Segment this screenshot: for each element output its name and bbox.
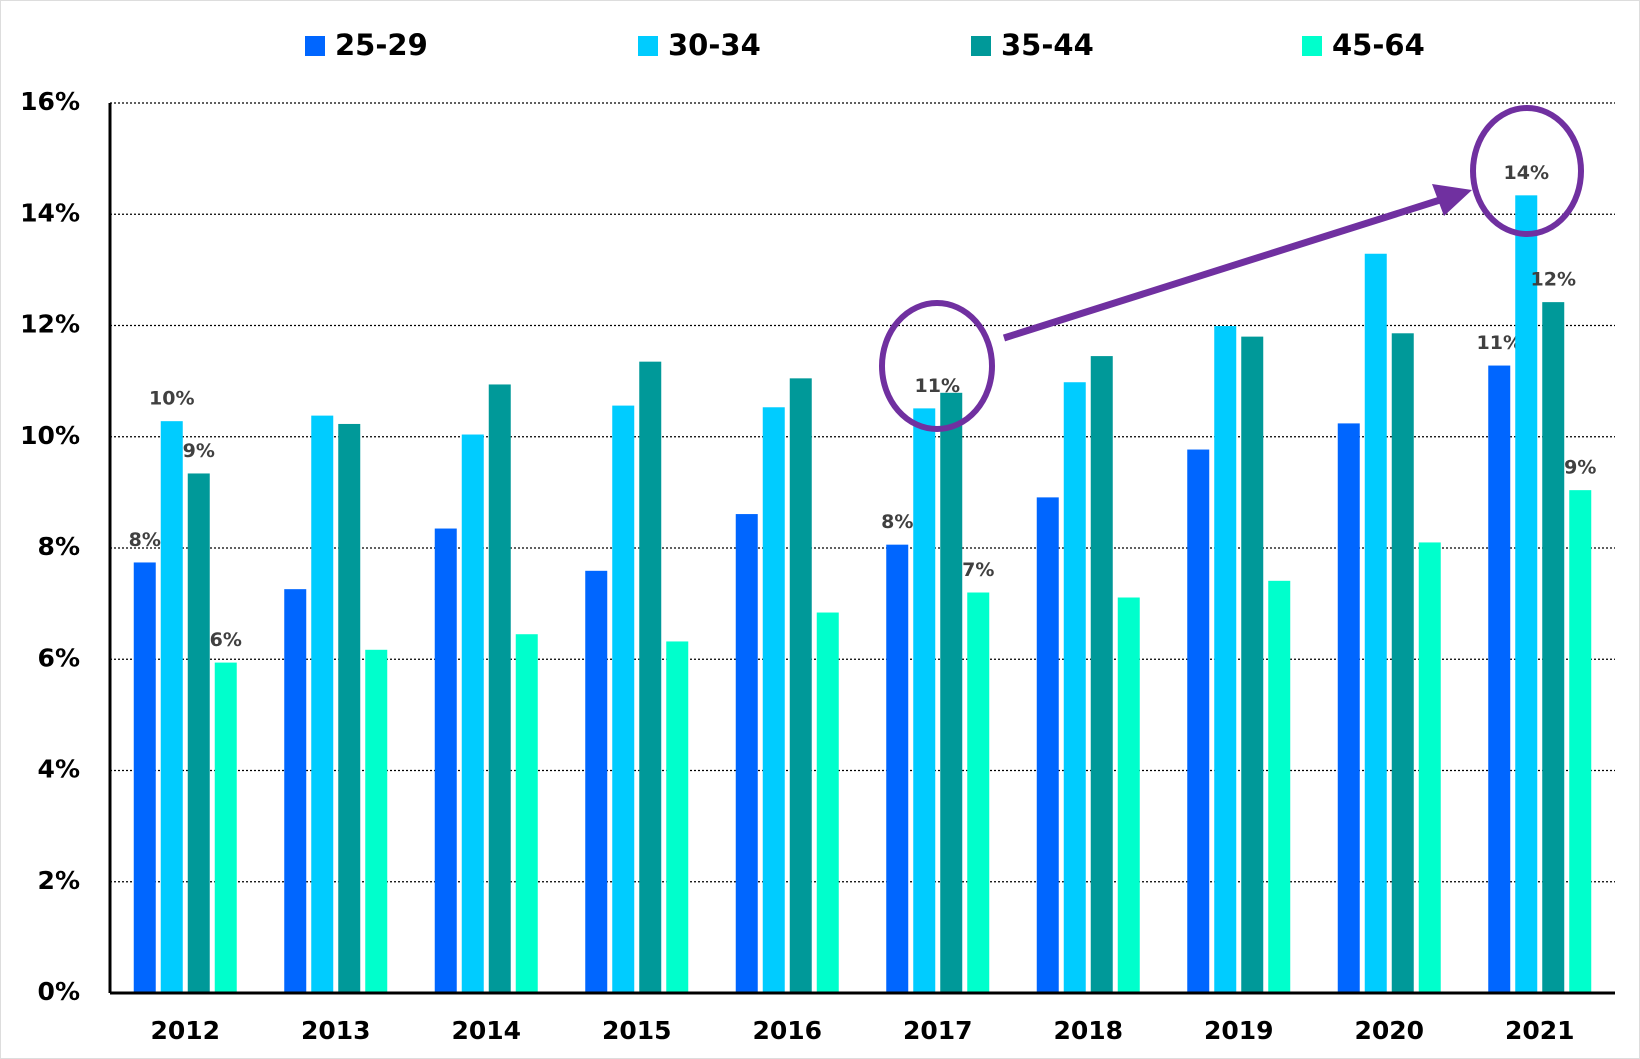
y-tick-label: 6% (38, 643, 80, 672)
legend-swatch (971, 36, 991, 56)
y-tick-label: 0% (38, 977, 80, 1006)
bar (1569, 490, 1592, 993)
annotation (879, 105, 1584, 432)
y-tick-label: 14% (20, 198, 80, 227)
data-label: 7% (962, 559, 994, 581)
bar (1036, 497, 1059, 993)
x-tick-label: 2018 (1053, 1016, 1123, 1045)
bar (214, 662, 237, 993)
bar (1214, 326, 1237, 993)
bar (1117, 597, 1140, 993)
legend-swatch (305, 36, 325, 56)
x-tick-label: 2013 (301, 1016, 371, 1045)
bar (735, 514, 758, 993)
data-label: 8% (129, 529, 161, 551)
x-tick-label: 2015 (602, 1016, 672, 1045)
x-tick-label: 2021 (1505, 1016, 1575, 1045)
bar (967, 592, 990, 993)
legend-label: 35-44 (1001, 28, 1094, 62)
bar (434, 528, 457, 993)
bar (515, 634, 538, 993)
bar (461, 434, 484, 993)
bar (666, 641, 689, 993)
bar (1418, 542, 1441, 993)
bar (160, 421, 183, 993)
y-tick-label: 2% (38, 866, 80, 895)
bar (488, 384, 511, 993)
data-label: 11% (1477, 332, 1522, 354)
bar (1187, 449, 1210, 993)
plot: 0% 2% 4% 6% 8% 10% 12% 14% 16% 2012 8% 10% 9% 6% 2013 2… (20, 28, 1615, 1045)
bar (1090, 356, 1113, 993)
data-label: 10% (149, 388, 194, 410)
bar (1364, 253, 1387, 993)
bar (1542, 302, 1565, 993)
bar (639, 361, 662, 993)
bar (187, 473, 210, 993)
highlight-circle (1470, 105, 1584, 237)
x-tick-label: 2017 (903, 1016, 973, 1045)
y-tick-label: 12% (20, 310, 80, 339)
y-tick-label: 4% (38, 755, 80, 784)
bar (284, 589, 307, 993)
bar (1268, 580, 1291, 993)
legend-label: 30-34 (668, 28, 761, 62)
x-tick-label: 2019 (1204, 1016, 1274, 1045)
x-tick-label: 2012 (150, 1016, 220, 1045)
legend-swatch (1302, 36, 1322, 56)
bar (585, 570, 608, 993)
bar (789, 378, 812, 993)
data-label: 12% (1531, 269, 1576, 291)
bar (886, 544, 909, 993)
bar (133, 562, 156, 993)
data-label: 11% (915, 375, 960, 397)
bar (816, 612, 839, 993)
legend-label: 25-29 (335, 28, 428, 62)
data-label: 8% (881, 511, 913, 533)
bar (762, 407, 785, 993)
data-label: 9% (1564, 457, 1596, 479)
y-tick-label: 16% (20, 87, 80, 116)
x-tick-label: 2020 (1354, 1016, 1424, 1045)
bar (940, 392, 963, 993)
bar (913, 408, 936, 994)
bar (1515, 195, 1538, 993)
bar (1488, 365, 1511, 993)
bar (1241, 336, 1264, 993)
arrow-line (1002, 196, 1442, 342)
legend-label: 45-64 (1332, 28, 1425, 62)
bar (1391, 333, 1414, 994)
x-tick-label: 2016 (752, 1016, 822, 1045)
bar (612, 405, 635, 994)
y-tick-label: 10% (20, 421, 80, 450)
arrow-head (1432, 184, 1472, 216)
bar (1337, 423, 1360, 993)
bar (311, 415, 334, 993)
bar (1063, 382, 1086, 993)
x-tick-label: 2014 (451, 1016, 521, 1045)
data-label: 9% (183, 440, 215, 462)
highlight-circle (879, 300, 995, 432)
bar (365, 649, 388, 993)
data-label: 14% (1504, 162, 1549, 184)
data-label: 6% (210, 629, 242, 651)
legend-swatch (638, 36, 658, 56)
bar (338, 423, 361, 993)
y-tick-label: 8% (38, 532, 80, 561)
